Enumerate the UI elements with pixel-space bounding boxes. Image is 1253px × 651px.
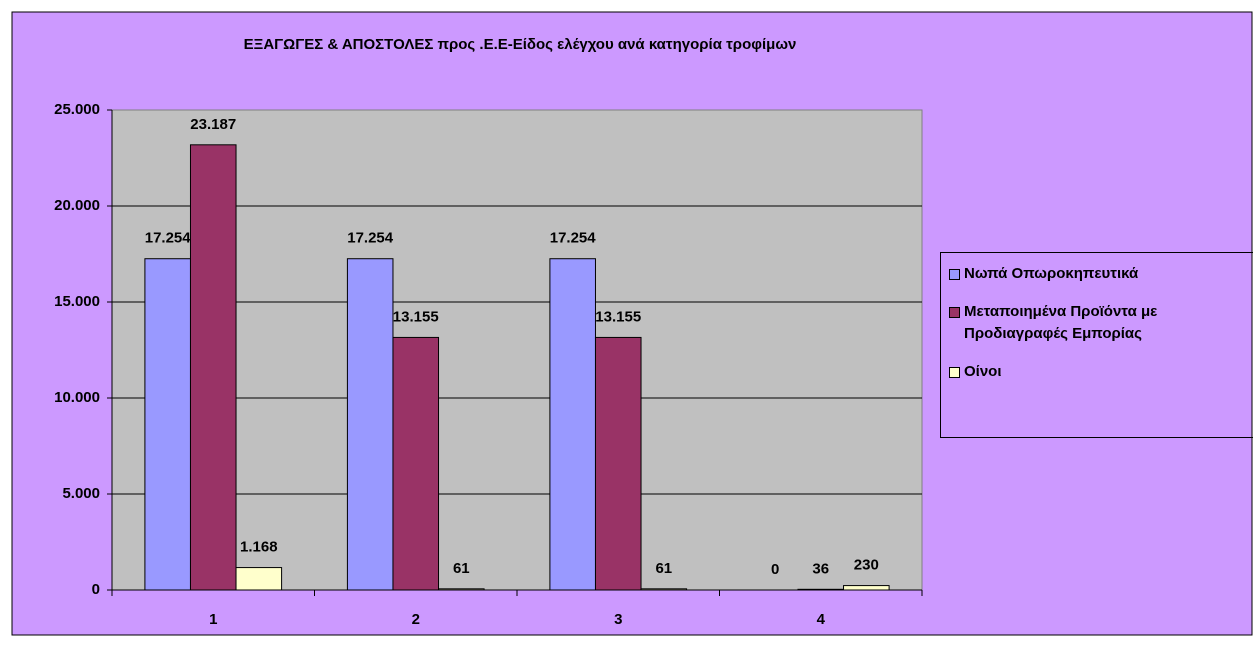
chart-title: ΕΞΑΓΩΓΕΣ & ΑΠΟΣΤΟΛΕΣ προς .Ε.Ε-Είδος ελέ… [244, 36, 797, 53]
legend-label: Οίνοι [964, 363, 1002, 380]
y-tick-label: 0 [92, 581, 100, 598]
y-tick-label: 15.000 [54, 293, 100, 310]
bar [189, 144, 237, 591]
data-label: 230 [854, 557, 879, 574]
data-label: 17.254 [550, 230, 597, 247]
data-label: 0 [771, 561, 779, 578]
bar [843, 585, 890, 591]
bar [594, 336, 642, 591]
x-tick-label: 3 [614, 611, 622, 628]
legend-item: Οίνοι [949, 361, 1247, 383]
bar [640, 588, 688, 591]
bar [438, 588, 485, 591]
bar [797, 588, 845, 591]
legend: Νωπά Οπωροκηπευτικά Μεταποιημένα Προϊόντα… [940, 252, 1253, 438]
data-label: 23.187 [190, 116, 236, 133]
data-label: 17.254 [145, 230, 192, 247]
bar [346, 258, 394, 591]
y-tick-label: 5.000 [62, 485, 100, 502]
data-label: 13.155 [393, 308, 439, 325]
y-tick-label: 20.000 [54, 197, 100, 214]
bar [392, 336, 440, 591]
legend-item: Νωπά Οπωροκηπευτικά [949, 263, 1247, 285]
legend-swatch [949, 269, 960, 280]
x-tick-label: 1 [209, 611, 217, 628]
y-tick-label: 25.000 [54, 101, 100, 118]
data-label: 36 [812, 560, 829, 577]
legend-label: Νωπά Οπωροκηπευτικά [964, 265, 1139, 282]
x-tick-label: 2 [412, 611, 420, 628]
data-label: 1.168 [240, 539, 278, 556]
data-label: 17.254 [347, 230, 394, 247]
y-tick-label: 10.000 [54, 389, 100, 406]
data-label: 61 [453, 560, 470, 577]
data-label: 13.155 [595, 308, 641, 325]
bar [549, 258, 596, 591]
legend-swatch [949, 307, 960, 318]
plot-area [111, 109, 923, 591]
bar [144, 258, 191, 591]
legend-label: Μεταποιημένα Προϊόντα με Προδιαγραφές Εμ… [964, 303, 1158, 342]
legend-item: Μεταποιημένα Προϊόντα με Προδιαγραφές Εμ… [949, 301, 1247, 345]
legend-swatch [949, 367, 960, 378]
x-tick-label: 4 [817, 611, 826, 628]
data-label: 61 [655, 560, 672, 577]
bar [235, 567, 283, 591]
